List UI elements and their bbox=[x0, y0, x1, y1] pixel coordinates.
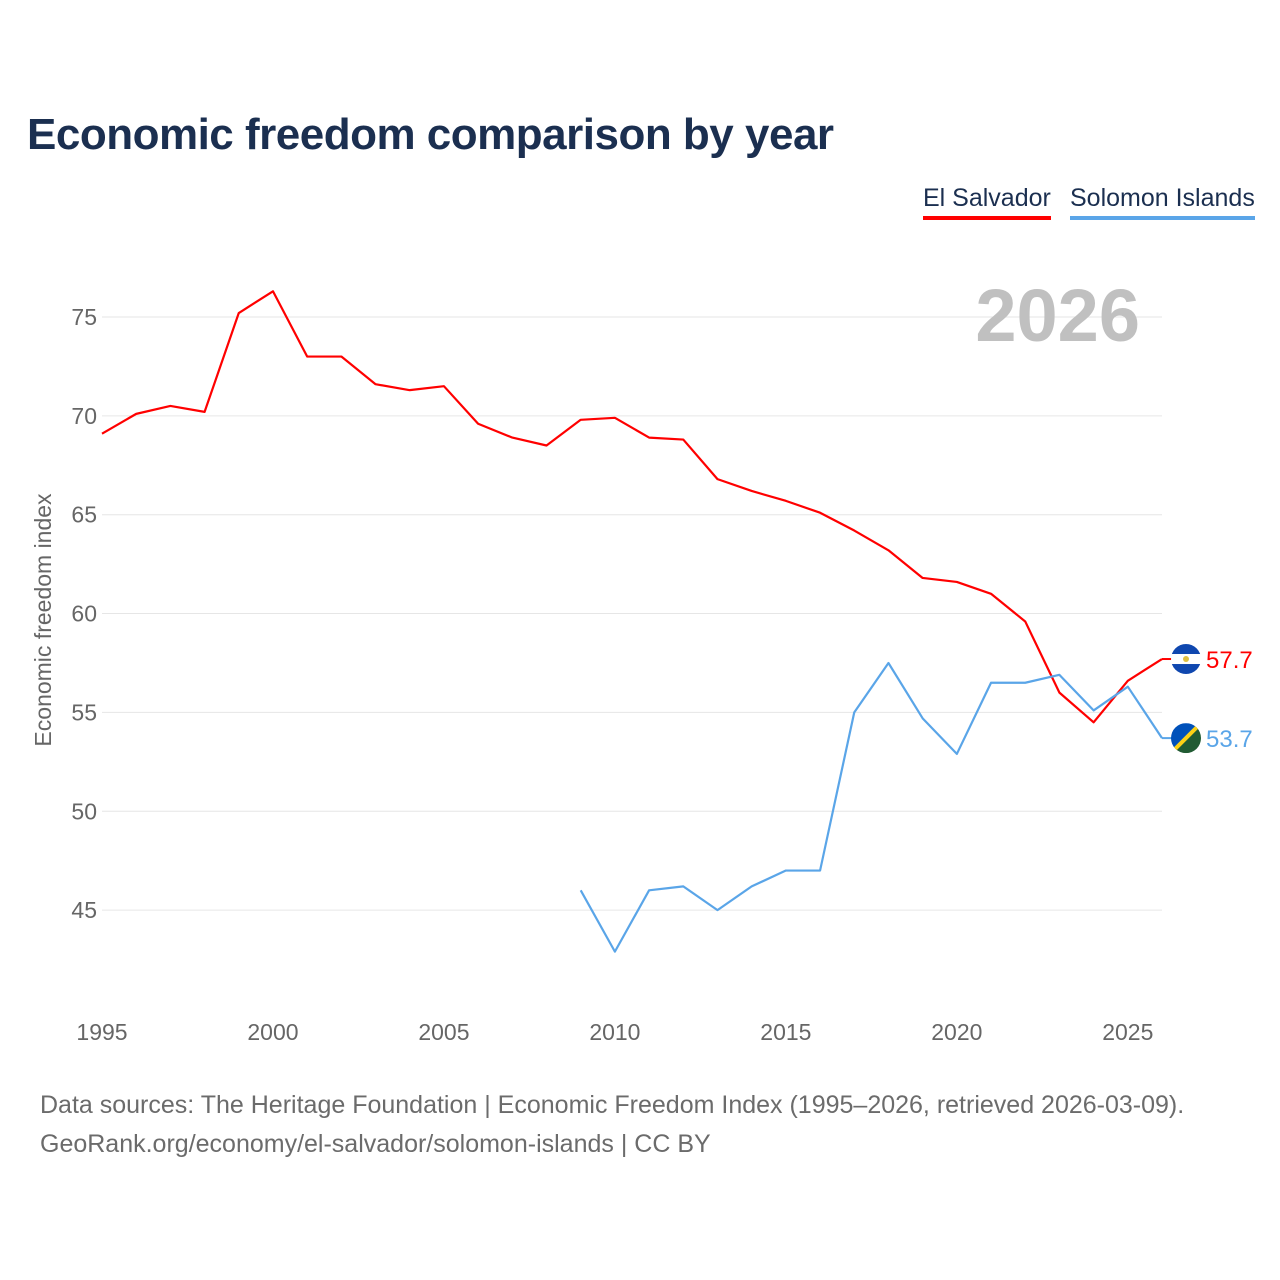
legend-solomon-islands[interactable]: Solomon Islands bbox=[1070, 184, 1255, 220]
x-tick-label: 2000 bbox=[247, 1019, 298, 1045]
y-tick-label: 45 bbox=[71, 897, 97, 923]
solomon-islands-flag-icon bbox=[1171, 723, 1201, 754]
x-tick-label: 2010 bbox=[589, 1019, 640, 1045]
y-tick-label: 55 bbox=[71, 699, 97, 725]
chart-title: Economic freedom comparison by year bbox=[27, 110, 834, 159]
legend-el-salvador[interactable]: El Salvador bbox=[923, 184, 1051, 220]
y-tick-label: 50 bbox=[71, 798, 97, 824]
end-value-label: 57.7 bbox=[1206, 647, 1253, 674]
year-watermark: 2026 bbox=[975, 274, 1140, 357]
y-tick-label: 70 bbox=[71, 403, 97, 429]
footer: Data sources: The Heritage Foundation | … bbox=[40, 1086, 1184, 1164]
x-tick-label: 2005 bbox=[418, 1019, 469, 1045]
end-value-label: 53.7 bbox=[1206, 726, 1253, 753]
y-axis-label: Economic freedom index bbox=[30, 493, 56, 747]
data-source-text: Data sources: The Heritage Foundation | … bbox=[40, 1091, 1185, 1119]
source-url-text: GeoRank.org/economy/el-salvador/solomon-… bbox=[40, 1130, 711, 1158]
series-line-solomon-islands bbox=[579, 661, 1163, 953]
x-tick-label: 2015 bbox=[760, 1019, 811, 1045]
series-line-el-salvador bbox=[101, 290, 1163, 724]
x-tick-label: 1995 bbox=[76, 1019, 127, 1045]
x-tick-label: 2020 bbox=[931, 1019, 982, 1045]
x-tick-label: 2025 bbox=[1102, 1019, 1153, 1045]
y-tick-label: 75 bbox=[71, 304, 97, 330]
y-tick-label: 65 bbox=[71, 502, 97, 528]
y-tick-label: 60 bbox=[71, 601, 97, 627]
el-salvador-flag-icon bbox=[1171, 644, 1201, 675]
